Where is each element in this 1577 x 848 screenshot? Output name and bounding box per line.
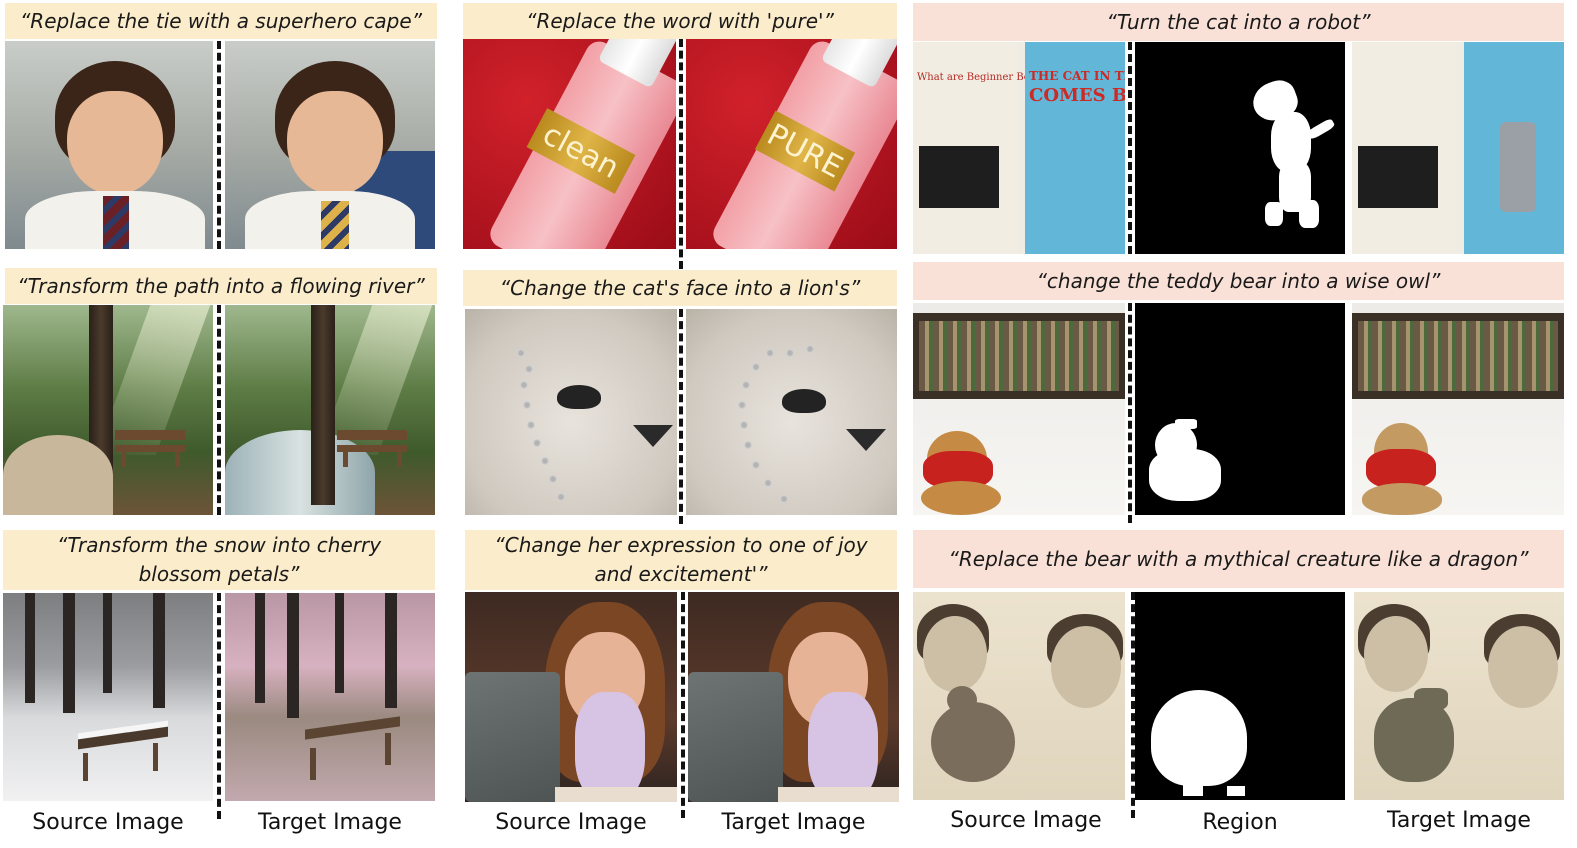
prompt-dragon: “Replace the bear with a mythical creatu… — [913, 530, 1564, 588]
dashed-divider — [217, 593, 221, 819]
prompt-robot: “Turn the cat into a robot” — [913, 3, 1564, 41]
region-mask-owl — [1135, 303, 1345, 515]
target-image-bottle: PURE — [686, 39, 897, 249]
target-image-girl — [688, 592, 899, 802]
source-image-girl — [465, 592, 677, 802]
target-image-book — [1352, 42, 1564, 254]
source-image-room — [913, 303, 1125, 515]
footer-label-target: Target Image — [258, 810, 402, 835]
source-image-book: What are Beginner Books? THE CAT IN THE … — [913, 42, 1125, 254]
prompt-owl: “change the teddy bear into a wise owl” — [913, 262, 1564, 300]
prompt-snow-line1: “Transform the snow into cherry — [56, 533, 382, 557]
dashed-divider — [1128, 303, 1132, 523]
dashed-divider — [679, 39, 683, 269]
footer-label-source: Source Image — [32, 810, 184, 835]
prompt-expression: “Change her expression to one of joy and… — [465, 530, 897, 590]
book-header: What are Beginner Books? — [917, 72, 1053, 83]
source-image-forest — [3, 305, 213, 515]
prompt-expression-line1: “Change her expression to one of joy — [494, 533, 868, 557]
source-image-bottle: clean — [463, 39, 676, 249]
footer-label-target: Target Image — [1387, 808, 1531, 833]
dashed-divider — [217, 41, 221, 249]
footer-label-source: Source Image — [950, 808, 1102, 833]
dashed-divider — [681, 592, 685, 818]
dashed-divider — [217, 305, 221, 515]
region-mask-robot — [1135, 42, 1345, 254]
dashed-divider — [679, 309, 683, 524]
prompt-cat-face: “Change the cat's face into a lion's” — [463, 270, 897, 306]
footer-label-target: Target Image — [721, 810, 866, 835]
prompt-path: “Transform the path into a flowing river… — [5, 268, 437, 304]
book-title-line1: THE CAT IN THE HA — [1029, 69, 1125, 83]
prompt-snow-line2: blossom petals” — [138, 562, 300, 586]
source-image-vintage — [913, 592, 1125, 800]
target-image-boy — [225, 41, 435, 249]
source-image-boy — [5, 41, 213, 249]
prompt-expression-line2: and excitement'” — [594, 562, 768, 586]
target-image-sweater — [686, 309, 897, 515]
source-image-sweater — [465, 309, 677, 515]
region-mask-dragon — [1135, 592, 1345, 800]
prompt-word: “Replace the word with 'pure'” — [463, 3, 897, 39]
source-image-snow — [3, 593, 213, 801]
prompt-tie: “Replace the tie with a superhero cape” — [5, 3, 437, 39]
target-image-vintage — [1354, 592, 1564, 800]
book-title-line2: COMES BA — [1029, 85, 1125, 106]
dashed-divider — [1128, 42, 1132, 254]
target-image-cherry — [225, 593, 435, 801]
footer-label-source: Source Image — [495, 810, 647, 835]
target-image-room — [1352, 303, 1564, 515]
prompt-snow: “Transform the snow into cherry blossom … — [3, 530, 435, 590]
footer-label-region: Region — [1202, 810, 1278, 835]
target-image-forest — [225, 305, 435, 515]
dashed-divider — [1131, 592, 1135, 818]
